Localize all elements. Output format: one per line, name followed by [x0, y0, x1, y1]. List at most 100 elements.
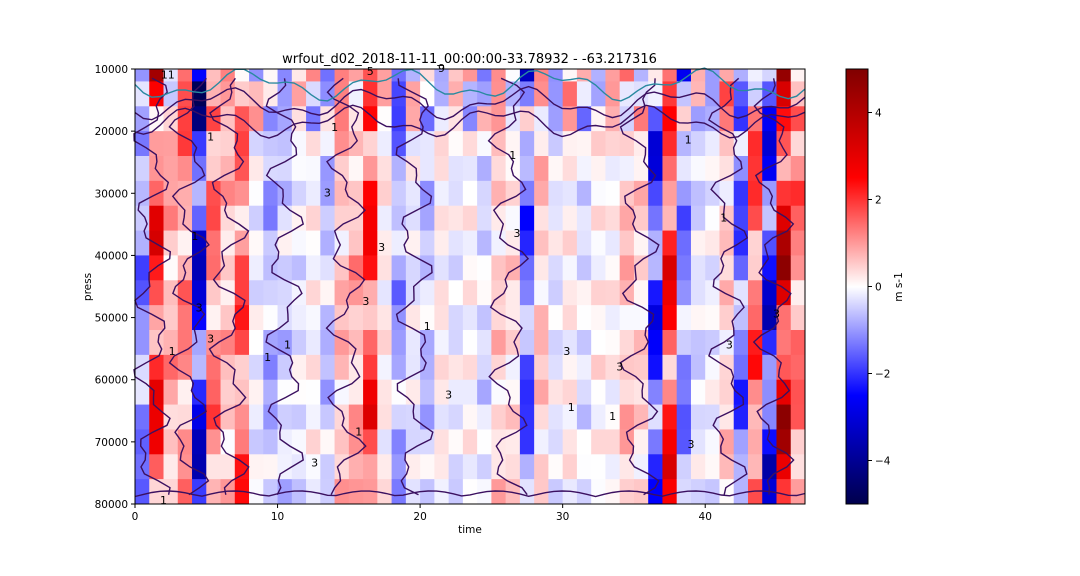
heatmap-cell	[391, 454, 407, 480]
heatmap-cell	[762, 255, 777, 281]
heatmap-cell	[505, 180, 521, 207]
x-tick-label: 0	[132, 511, 139, 523]
heatmap-cell	[405, 255, 421, 281]
heatmap-cell	[177, 255, 193, 281]
heatmap-cell	[747, 429, 763, 455]
heatmap-cell	[391, 429, 407, 455]
heatmap-cell	[405, 305, 421, 331]
heatmap-cell	[377, 429, 392, 455]
heatmap-cell	[790, 205, 806, 231]
heatmap-cell	[790, 230, 806, 256]
heatmap-cell	[705, 404, 720, 430]
contour-line	[619, 78, 660, 496]
heatmap-cell	[149, 379, 164, 405]
heatmap-cell	[576, 454, 592, 480]
heatmap-cell	[448, 81, 464, 107]
heatmap-cell	[534, 330, 549, 356]
heatmap-cell	[662, 429, 678, 455]
heatmap-cell	[534, 69, 549, 82]
heatmap-cell	[448, 131, 464, 157]
heatmap-cell	[462, 156, 478, 182]
heatmap-cell	[149, 131, 164, 157]
contour-label: 1	[191, 230, 198, 243]
contour-label: 3	[563, 345, 570, 358]
heatmap-cell	[790, 305, 806, 331]
heatmap-cell	[448, 69, 464, 82]
heatmap-cell	[776, 429, 792, 455]
heatmap-cell	[163, 330, 179, 356]
heatmap-cell	[576, 330, 592, 356]
contour-label: 3	[514, 227, 521, 240]
heatmap-cell	[420, 404, 435, 430]
heatmap-cell	[648, 354, 663, 381]
heatmap-cell	[263, 180, 278, 207]
heatmap-cell	[719, 69, 735, 82]
heatmap-cell	[220, 81, 236, 107]
contour-line	[134, 104, 806, 139]
heatmap-cell	[648, 404, 663, 430]
heatmap-cell	[363, 305, 378, 331]
heatmap-cell	[149, 354, 164, 381]
heatmap-cell	[676, 354, 692, 381]
heatmap-cell	[676, 131, 692, 157]
heatmap-cell	[391, 330, 407, 356]
heatmap-cell	[334, 205, 350, 231]
heatmap-cell	[348, 255, 364, 281]
heatmap-cell	[776, 330, 792, 356]
heatmap-cell	[249, 379, 264, 405]
heatmap-cell	[277, 156, 293, 182]
heatmap-cell	[690, 404, 706, 430]
heatmap-cell	[177, 230, 193, 256]
heatmap-cell	[491, 180, 507, 207]
heatmap-cell	[690, 180, 706, 207]
heatmap-cell	[149, 255, 164, 281]
heatmap-cell	[363, 230, 378, 256]
heatmap-cell	[249, 354, 264, 381]
heatmap-cell	[534, 305, 549, 331]
contour-label: 1	[355, 426, 362, 439]
heatmap-cell	[676, 180, 692, 207]
heatmap-cell	[790, 255, 806, 281]
heatmap-cell	[277, 180, 293, 207]
heatmap-cell	[405, 230, 421, 256]
heatmap-cell	[491, 230, 507, 256]
heatmap-cell	[377, 255, 392, 281]
heatmap-cell	[548, 81, 564, 107]
heatmap-cell	[391, 230, 407, 256]
heatmap-cell	[591, 354, 606, 381]
heatmap-cell	[719, 305, 735, 331]
colorbar-ticks: −4 −2 0 2 4	[868, 108, 891, 468]
heatmap-cell	[562, 429, 578, 455]
heatmap-cell	[705, 330, 720, 356]
heatmap-cell	[306, 379, 321, 405]
heatmap-cell	[790, 479, 806, 505]
heatmap-cell	[719, 180, 735, 207]
heatmap-cell	[705, 305, 720, 331]
heatmap-cell	[263, 230, 278, 256]
heatmap-cell	[519, 131, 535, 157]
heatmap-cell	[662, 156, 678, 182]
heatmap-cell	[733, 330, 749, 356]
heatmap-cell	[662, 305, 678, 331]
heatmap-cell	[192, 404, 207, 430]
heatmap-cell	[648, 156, 663, 182]
heatmap-cell	[690, 379, 706, 405]
heatmap-cell	[619, 69, 635, 82]
heatmap-cell	[605, 330, 621, 356]
heatmap-cell	[434, 454, 450, 480]
heatmap-cell	[719, 230, 735, 256]
heatmap-cell	[690, 305, 706, 331]
heatmap-cell	[306, 131, 321, 157]
heatmap-cell	[206, 255, 221, 281]
heatmap-cell	[434, 280, 450, 306]
heatmap-cell	[519, 305, 535, 331]
heatmap-cell	[420, 479, 435, 505]
heatmap-cell	[420, 454, 435, 480]
heatmap-cell	[747, 255, 763, 281]
heatmap-cell	[448, 454, 464, 480]
heatmap-cell	[648, 205, 663, 231]
heatmap-cell	[690, 106, 706, 132]
heatmap-cell	[448, 479, 464, 505]
heatmap-cell	[633, 156, 649, 182]
colorbar-tick-label: 4	[875, 108, 882, 120]
